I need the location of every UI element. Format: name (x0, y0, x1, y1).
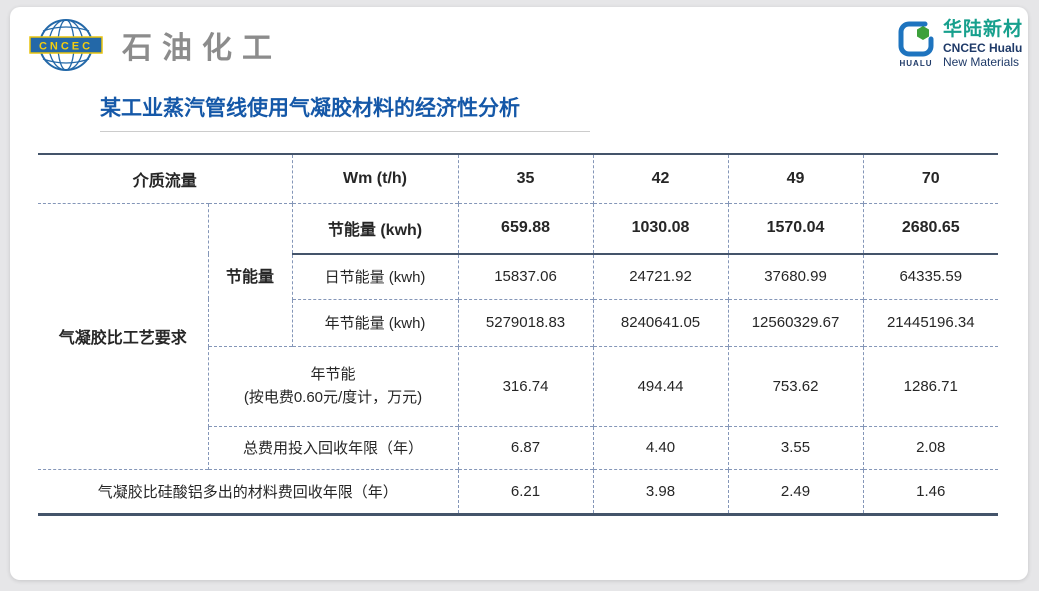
row-label: 年节能 (按电费0.60元/度计，万元) (207, 345, 459, 426)
page-title: 某工业蒸汽管线使用气凝胶材料的经济性分析 (100, 97, 520, 120)
cell-value: 2.08 (862, 425, 999, 469)
brand-text: 石油化工 (122, 32, 282, 65)
hualu-en-name-1: CNCEC Hualu (943, 41, 1023, 56)
cell-value: 8240641.05 (592, 298, 729, 346)
cell-value: 3.55 (727, 425, 864, 469)
hualu-mark-label: HUALU (899, 59, 933, 68)
table-row-yearly: 年节能量 (kwh) 5279018.83 8240641.05 1256032… (38, 298, 999, 346)
cell-value: 64335.59 (862, 254, 999, 299)
cell-value: 6.87 (457, 425, 594, 469)
cell-value: 753.62 (727, 345, 864, 426)
hualu-text-block: 华陆新材 CNCEC Hualu New Materials (943, 19, 1023, 69)
table-row-payback-total: 总费用投入回收年限（年） 6.87 4.40 3.55 2.08 (38, 425, 999, 469)
cell-value: 1.46 (862, 468, 999, 514)
row-label-line1: 年节能 (310, 365, 356, 383)
row-label: 年节能量 (kwh) (291, 298, 459, 346)
hualu-mark-icon (898, 21, 934, 57)
table-row-energy-total: 气凝胶比工艺要求 节能量 节能量 (kwh) 659.88 1030.08 15… (38, 202, 999, 469)
hualu-cn-name: 华陆新材 (943, 19, 1024, 40)
table-row-payback-material: 气凝胶比硅酸铝多出的材料费回收年限（年） 6.21 3.98 2.49 1.46 (38, 468, 999, 514)
cell-value: 3.98 (592, 468, 729, 514)
slide-canvas: CNCEC 石油化工 HUALU 华陆新材 CNCEC Hualu New Ma… (10, 7, 1028, 580)
row-label-line2: (按电费0.60元/度计，万元) (243, 389, 423, 406)
cell-value: 15837.06 (457, 254, 594, 299)
row-label: 日节能量 (kwh) (291, 254, 459, 299)
cell-value: 494.44 (592, 345, 729, 426)
cell-value: 37680.99 (727, 254, 864, 299)
cell-value: 5279018.83 (457, 298, 594, 346)
cell-value: 21445196.34 (862, 298, 999, 346)
title-underline (100, 131, 590, 132)
flow-value: 70 (862, 154, 999, 203)
hualu-mark: HUALU (896, 19, 936, 68)
cell-value: 1286.71 (862, 345, 999, 426)
row-label: 气凝胶比硅酸铝多出的材料费回收年限（年） (38, 468, 459, 514)
economics-table: 介质流量 Wm (t/h) 35 42 49 70 气凝胶比工艺要求 节能量 节… (38, 153, 999, 516)
cell-value: 12560329.67 (727, 298, 864, 346)
hualu-en-name-2: New Materials (943, 54, 1020, 69)
group-label: 气凝胶比工艺要求 (38, 202, 208, 469)
cncec-globe-icon: CNCEC (29, 19, 103, 71)
cell-value: 2680.65 (862, 202, 999, 255)
cell-value: 659.88 (457, 202, 594, 255)
energy-group-label: 节能量 (207, 202, 293, 346)
flow-value: 35 (457, 154, 594, 203)
row-label: 节能量 (kwh) (291, 202, 459, 255)
flow-unit-label: Wm (t/h) (291, 154, 459, 203)
table-row-flow: 介质流量 Wm (t/h) 35 42 49 70 (38, 154, 999, 203)
cell-value: 1030.08 (592, 202, 729, 255)
cell-value: 6.21 (457, 468, 594, 514)
flow-label: 介质流量 (132, 172, 197, 190)
row-label: 总费用投入回收年限（年） (207, 425, 459, 469)
flow-value: 49 (727, 154, 864, 203)
cell-value: 1570.04 (727, 202, 864, 255)
cell-value: 2.49 (727, 468, 864, 514)
hualu-logo: HUALU 华陆新材 CNCEC Hualu New Materials (896, 19, 1023, 69)
cell-value: 24721.92 (592, 254, 729, 299)
cell-value: 316.74 (457, 345, 594, 426)
cncec-logo: CNCEC 石油化工 (28, 17, 282, 73)
flow-value: 42 (592, 154, 729, 203)
cncec-emblem-text: CNCEC (39, 41, 93, 53)
table-row-daily: 日节能量 (kwh) 15837.06 24721.92 37680.99 64… (38, 254, 999, 299)
table-row-saving-money: 年节能 (按电费0.60元/度计，万元) 316.74 494.44 753.6… (38, 345, 999, 426)
cell-value: 4.40 (592, 425, 729, 469)
